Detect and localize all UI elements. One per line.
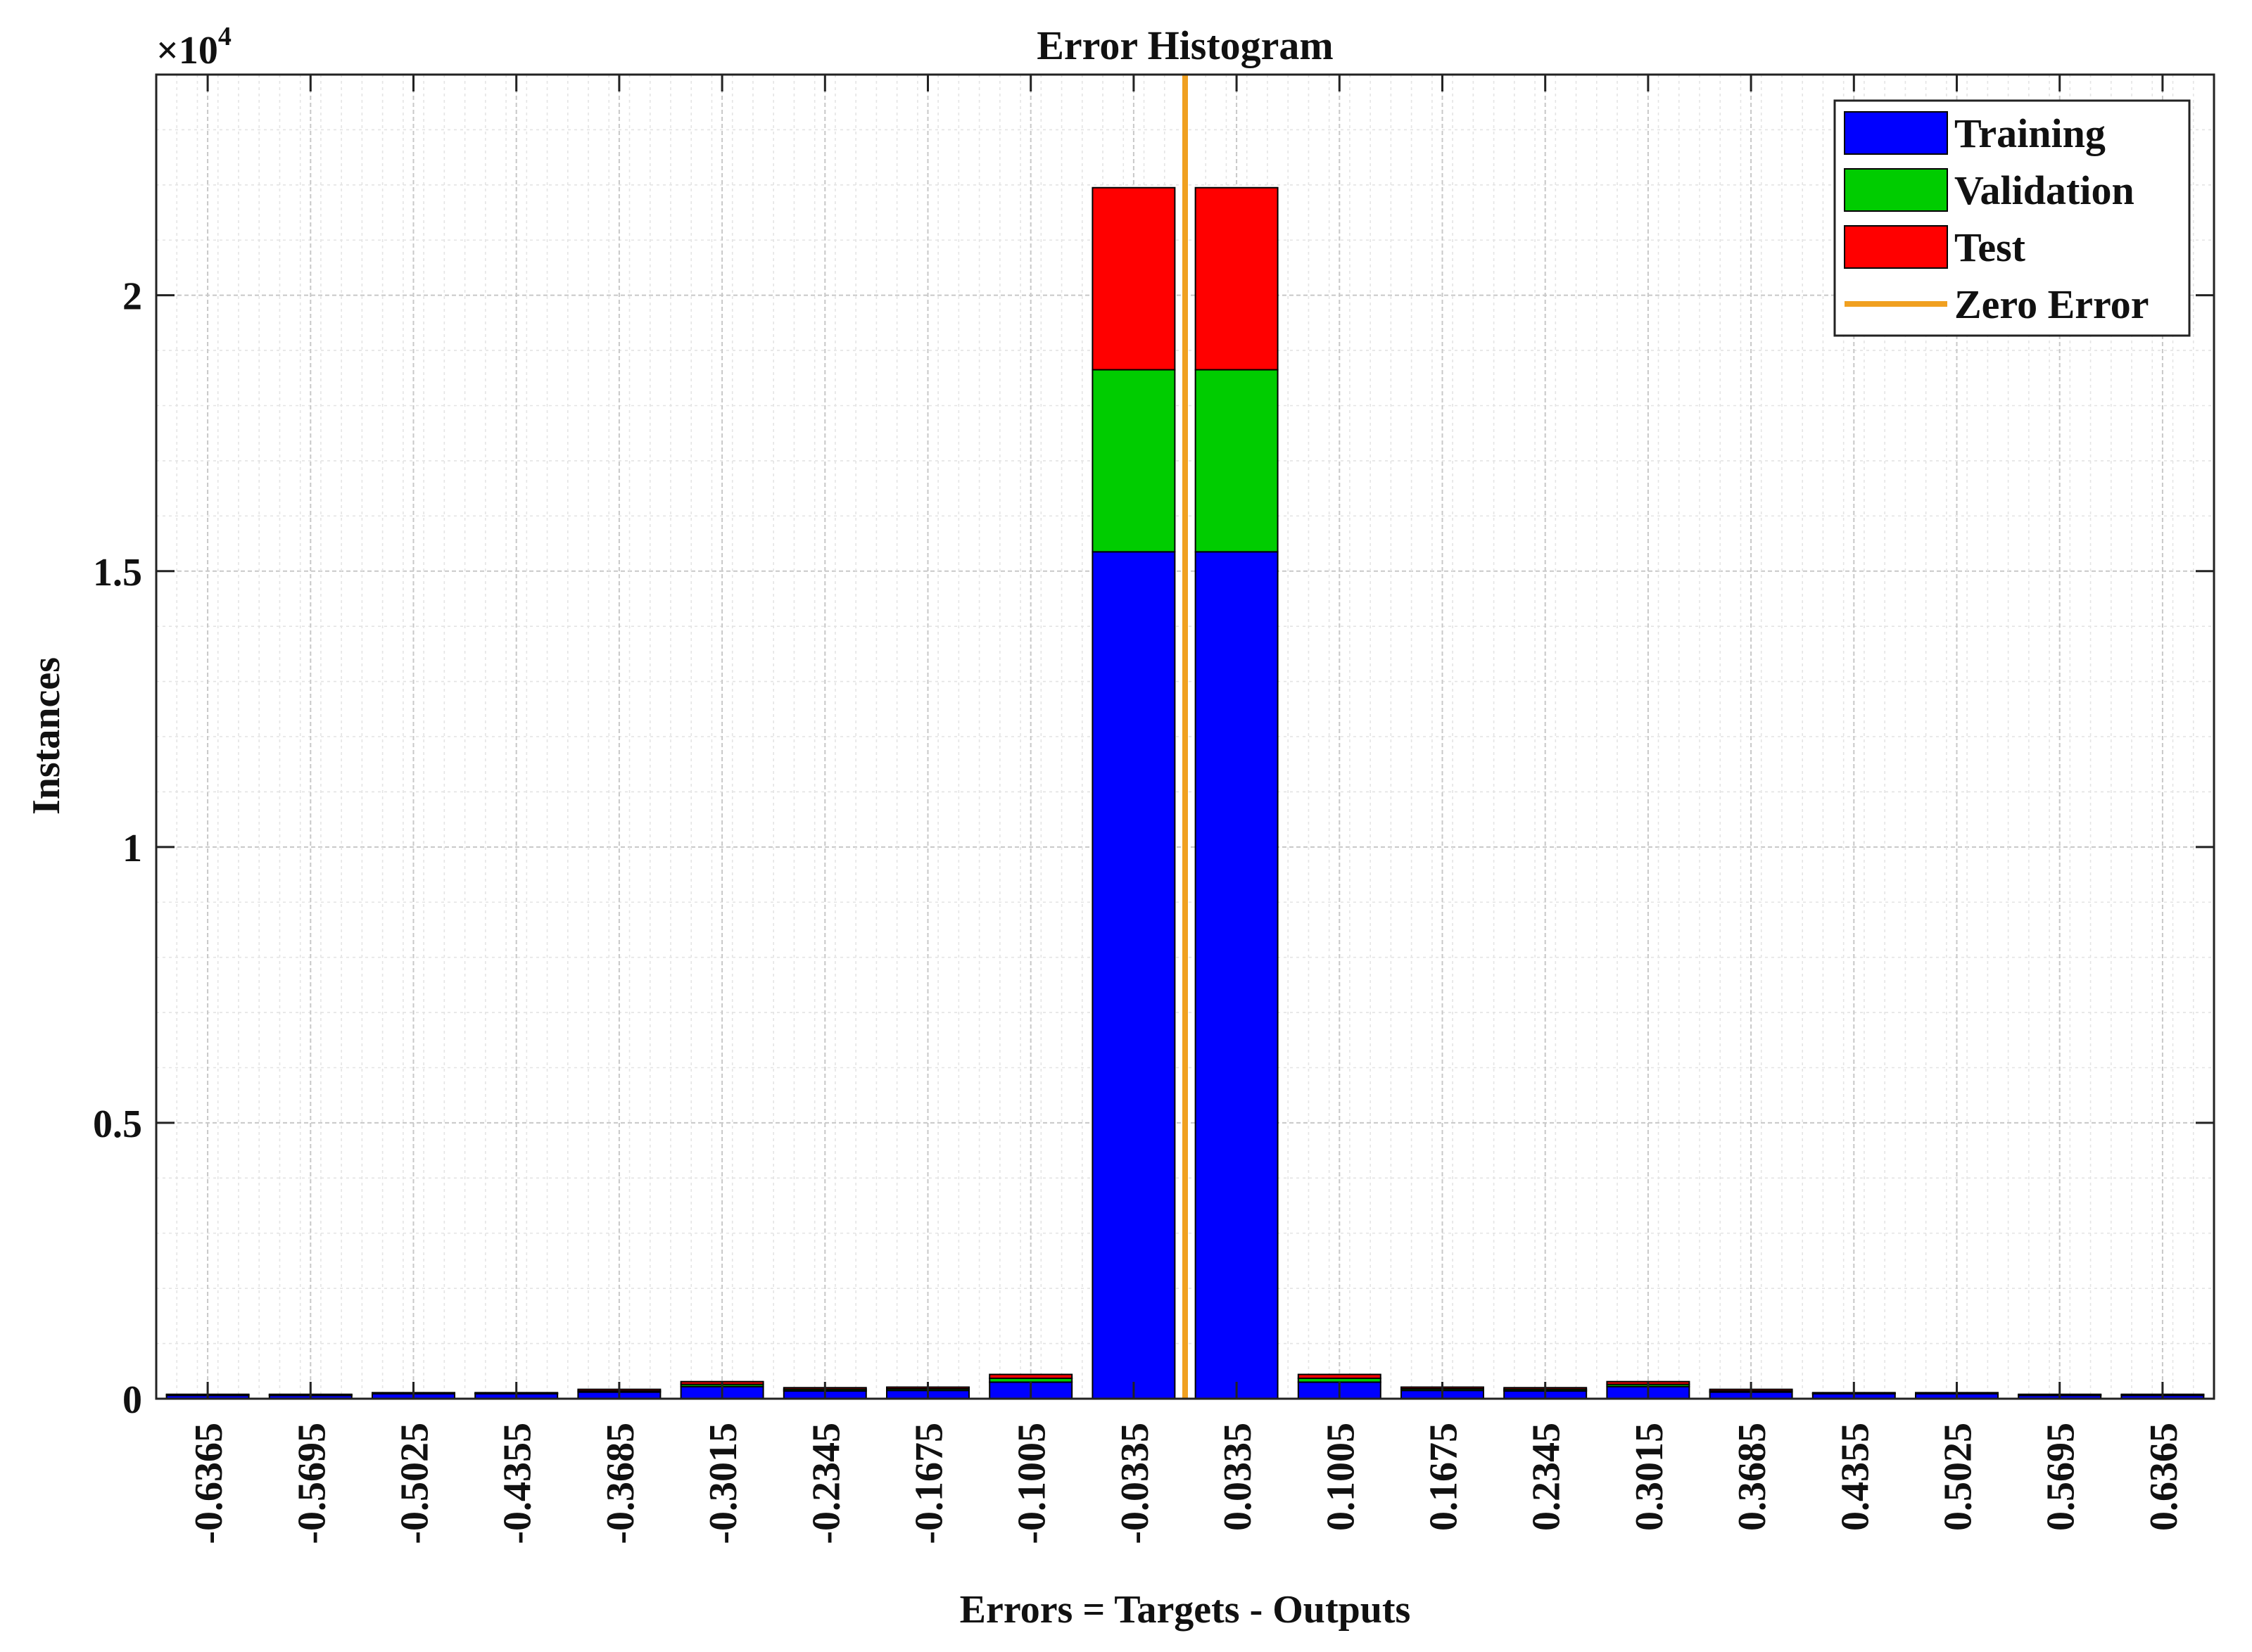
x-tick-label: -0.2345	[804, 1423, 848, 1544]
y-multiplier-exponent: 4	[218, 22, 232, 51]
legend-label: Test	[1954, 224, 2026, 270]
y-tick-label: 1.5	[93, 551, 142, 595]
y-tick-label: 0.5	[93, 1103, 142, 1146]
x-axis-label: Errors = Targets - Outputs	[960, 1588, 1411, 1632]
legend-label: Zero Error	[1954, 281, 2149, 327]
axes-frame	[155, 73, 2215, 1400]
x-tick-label: 0.3685	[1731, 1423, 1774, 1531]
chart-title: Error Histogram	[1037, 23, 1334, 68]
y-tick-label: 2	[122, 275, 142, 319]
legend: Training Validation Test Zero Error	[1833, 99, 2191, 337]
x-tick-label: 0.0335	[1216, 1423, 1260, 1531]
bar-validation-0.0335	[1194, 369, 1279, 553]
bar-training-0.0335	[1194, 551, 1279, 1399]
x-tick-label: 0.4355	[1833, 1423, 1877, 1531]
y-tick-label: 1	[122, 827, 142, 870]
x-tick-label: 0.6365	[2142, 1423, 2186, 1531]
legend-swatch-training	[1844, 111, 1948, 155]
x-tick-label: -0.1675	[908, 1423, 951, 1544]
x-tick-label: -0.4355	[496, 1423, 540, 1544]
bar-test-0.1005	[1297, 1373, 1381, 1379]
bar-training--0.0335	[1092, 551, 1176, 1399]
x-tick-label: 0.5025	[1937, 1423, 1980, 1531]
x-tick-label: -0.6365	[187, 1423, 231, 1544]
x-tick-label: 0.1005	[1319, 1423, 1362, 1531]
x-tick-label: -0.5025	[393, 1423, 437, 1544]
x-tick-label: -0.3015	[702, 1423, 745, 1544]
y-multiplier-base: ×10	[156, 29, 218, 72]
bar-validation--0.0335	[1092, 369, 1176, 553]
bar-test--0.1005	[989, 1373, 1073, 1379]
x-tick-label: 0.3015	[1628, 1423, 1671, 1531]
x-tick-label: -0.1005	[1011, 1423, 1054, 1544]
bar-test--0.0335	[1092, 186, 1176, 371]
y-tick-label: 0	[122, 1378, 142, 1422]
y-multiplier: ×104	[156, 22, 232, 72]
bar-test-0.0335	[1194, 186, 1279, 371]
legend-label: Validation	[1954, 167, 2134, 213]
x-tick-label: -0.3685	[599, 1423, 643, 1544]
legend-label: Training	[1954, 110, 2106, 156]
x-tick-label: 0.1675	[1422, 1423, 1466, 1531]
x-tick-label: -0.0335	[1113, 1423, 1157, 1544]
x-tick-label: -0.5695	[290, 1423, 334, 1544]
y-axis-label: Instances	[25, 657, 68, 815]
axis-labels: 0 0.5 1 1.5 2 -0.6365 -0.5695 -0.5025 -0.4355 -0.…	[93, 275, 2186, 1544]
x-tick-label: 0.2345	[1525, 1423, 1569, 1531]
x-tick-label: 0.5695	[2039, 1423, 2083, 1531]
legend-swatch-test	[1844, 225, 1948, 269]
axes-box	[155, 73, 2215, 1400]
legend-swatch-validation	[1844, 168, 1948, 212]
